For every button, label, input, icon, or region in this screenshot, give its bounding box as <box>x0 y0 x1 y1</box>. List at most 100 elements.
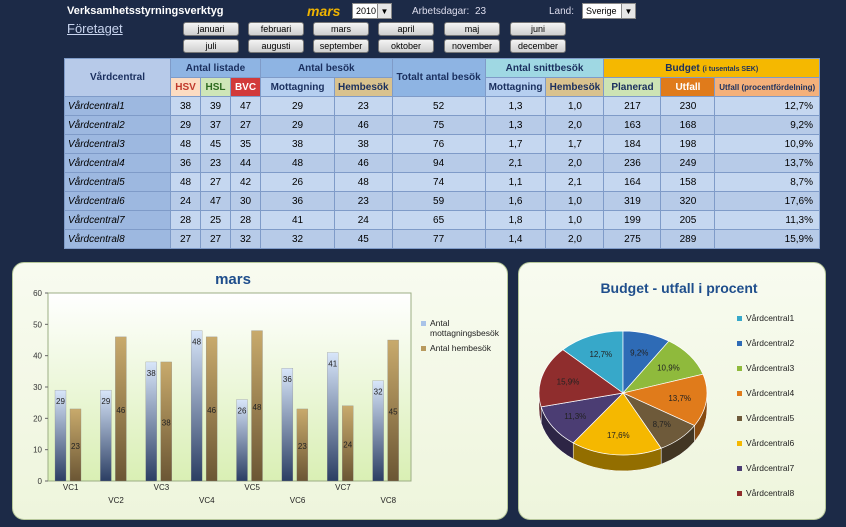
month-button-juni[interactable]: juni <box>510 22 566 36</box>
col-totalt: Totalt antal besök <box>391 58 486 97</box>
cell-tot: 74 <box>391 172 486 192</box>
col-hsv: HSV <box>170 77 201 97</box>
cell-tot: 94 <box>391 153 486 173</box>
month-button-februari[interactable]: februari <box>248 22 304 36</box>
legend-label: Vårdcentral1 <box>746 313 795 323</box>
month-button-augusti[interactable]: augusti <box>248 39 304 53</box>
cell-hemb: 48 <box>334 172 393 192</box>
bar-hembesok <box>160 361 172 482</box>
cell-proc: 17,6% <box>714 191 820 211</box>
bar-value-label: 32 <box>374 388 383 397</box>
table-row: Vårdcentral2 29 37 27 29 46 75 1,3 2,0 163 168 9,2% <box>64 115 820 135</box>
x-tick-label: VC8 <box>381 496 397 505</box>
cell-utf: 320 <box>660 191 716 211</box>
cell-vardcentral: Vårdcentral8 <box>64 229 171 249</box>
pie-legend-item: Vårdcentral3 <box>737 363 794 373</box>
month-button-mars[interactable]: mars <box>313 22 369 36</box>
y-tick-label: 10 <box>33 446 42 455</box>
cell-tot: 59 <box>391 191 486 211</box>
cell-utf: 168 <box>660 115 716 135</box>
cell-plan: 275 <box>603 229 662 249</box>
legend-swatch <box>737 441 742 446</box>
pie-slice <box>621 373 708 426</box>
cell-mott: 26 <box>260 172 335 192</box>
y-tick-label: 0 <box>38 477 43 486</box>
cell-tot: 65 <box>391 210 486 230</box>
cell-proc: 8,7% <box>714 172 820 192</box>
cell-proc: 9,2% <box>714 115 820 135</box>
pie-value-label: 8,7% <box>653 420 671 429</box>
cell-shemb: 2,0 <box>545 153 605 173</box>
legend-swatch <box>737 491 742 496</box>
cell-proc: 15,9% <box>714 229 820 249</box>
x-tick-label: VC1 <box>63 483 79 492</box>
col-utfall: Utfall <box>660 77 716 97</box>
cell-shemb: 1,0 <box>545 210 605 230</box>
chevron-down-icon[interactable]: ▼ <box>377 4 391 18</box>
legend-label: Vårdcentral2 <box>746 338 795 348</box>
cell-shemb: 1,0 <box>545 96 605 116</box>
pie-slice <box>572 392 662 456</box>
month-button-november[interactable]: november <box>444 39 500 53</box>
legend-swatch <box>737 466 742 471</box>
legend-label: Vårdcentral6 <box>746 438 795 448</box>
cell-mott: 41 <box>260 210 335 230</box>
legend-item-hembesok: Antal hembesök <box>421 343 507 353</box>
legend-label: Antal mottagningsbesök <box>430 318 499 338</box>
x-tick-label: VC5 <box>244 483 260 492</box>
bar-hembesok <box>205 336 218 482</box>
bar-mottagning <box>236 399 248 482</box>
bar-mottagning <box>190 330 203 482</box>
pie-legend-item: Vårdcentral6 <box>737 438 794 448</box>
cell-hemb: 23 <box>334 96 393 116</box>
cell-smott: 1,7 <box>484 134 547 154</box>
bar-chart-panel: mars 0 10 20 30 40 50 60 29 23 VC1 29 46 VC2 38 38 VC3 4… <box>12 262 508 520</box>
cell-vardcentral: Vårdcentral4 <box>64 153 171 173</box>
bar-hembesok <box>115 336 127 482</box>
bar-value-label: 45 <box>389 408 398 417</box>
col-budget: Budget (i tusentals SEK) <box>603 58 820 78</box>
cell-plan: 319 <box>603 191 662 211</box>
bar-mottagning <box>327 352 339 482</box>
country-value: Sverige <box>586 6 617 16</box>
month-button-januari[interactable]: januari <box>183 22 239 36</box>
month-button-oktober[interactable]: oktober <box>378 39 434 53</box>
cell-hsl: 45 <box>200 134 231 154</box>
month-button-juli[interactable]: juli <box>183 39 239 53</box>
legend-swatch <box>737 416 742 421</box>
cell-bvc: 30 <box>230 191 261 211</box>
x-tick-label: VC4 <box>199 496 215 505</box>
cell-mott: 36 <box>260 191 335 211</box>
cell-utf: 198 <box>660 134 716 154</box>
cell-proc: 10,9% <box>714 134 820 154</box>
legend-swatch <box>737 341 742 346</box>
legend-label: Antal hembesök <box>430 343 491 353</box>
cell-bvc: 27 <box>230 115 261 135</box>
col-vardcentral: Vårdcentral <box>64 58 171 97</box>
chevron-down-icon[interactable]: ▼ <box>621 4 635 18</box>
cell-utf: 158 <box>660 172 716 192</box>
cell-hsl: 47 <box>200 191 231 211</box>
cell-hsv: 27 <box>170 229 201 249</box>
legend-label: Vårdcentral8 <box>746 488 795 498</box>
month-button-april[interactable]: april <box>378 22 434 36</box>
y-tick-label: 60 <box>33 289 42 298</box>
legend-swatch <box>737 391 742 396</box>
pie-legend-item: Vårdcentral1 <box>737 313 794 323</box>
col-snitt-hembesok: Hembesök <box>545 77 605 97</box>
col-hsl: HSL <box>200 77 231 97</box>
year-select[interactable]: 2010 ▼ <box>352 3 392 19</box>
cell-tot: 75 <box>391 115 486 135</box>
month-button-december[interactable]: december <box>510 39 566 53</box>
cell-hemb: 24 <box>334 210 393 230</box>
legend-swatch <box>737 316 742 321</box>
month-button-september[interactable]: september <box>313 39 369 53</box>
company-link[interactable]: Företaget <box>67 21 123 36</box>
col-antal-snitt: Antal snittbesök <box>484 58 605 78</box>
cell-hsl: 25 <box>200 210 231 230</box>
country-select[interactable]: Sverige ▼ <box>582 3 636 19</box>
cell-proc: 11,3% <box>714 210 820 230</box>
cell-mott: 29 <box>260 115 335 135</box>
bar-value-label: 24 <box>343 440 352 449</box>
month-button-maj[interactable]: maj <box>444 22 500 36</box>
